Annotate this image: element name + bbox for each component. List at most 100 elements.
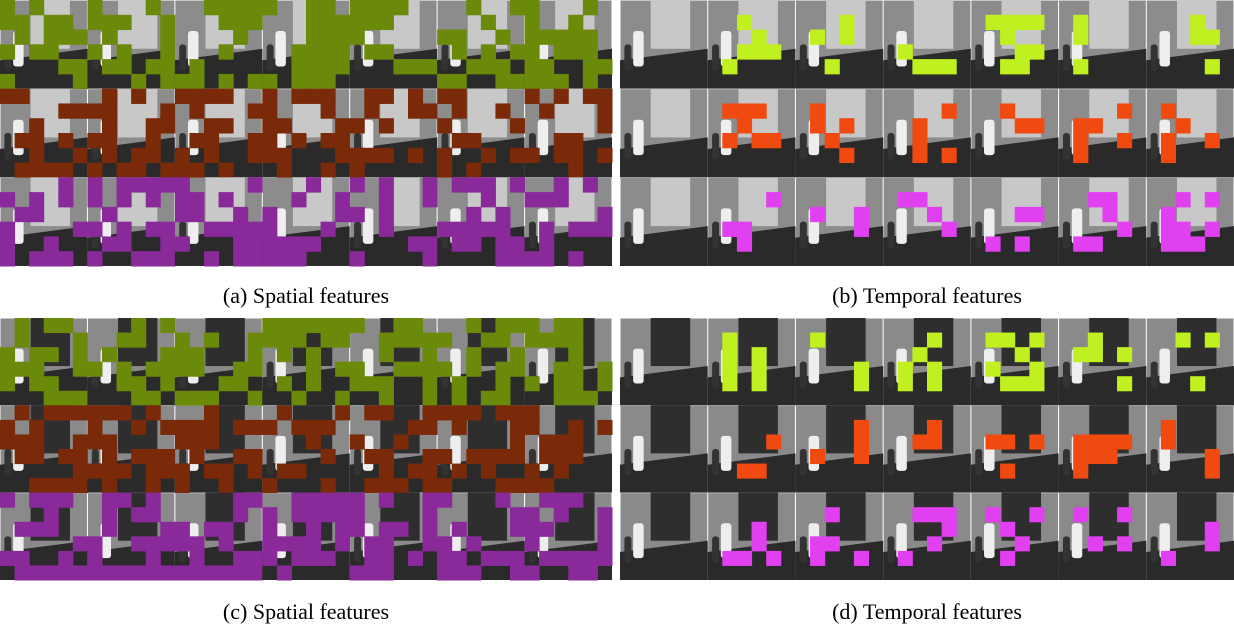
feature-patch bbox=[248, 251, 263, 266]
frame bbox=[971, 89, 1059, 178]
feature-patch bbox=[525, 192, 540, 207]
feature-patch bbox=[379, 405, 394, 420]
feature-patch bbox=[1029, 207, 1044, 222]
feature-patch bbox=[233, 362, 248, 377]
feature-patch bbox=[204, 251, 219, 266]
feature-patch bbox=[554, 89, 569, 104]
frame bbox=[525, 177, 613, 266]
feature-patch bbox=[204, 420, 219, 435]
feature-patch bbox=[942, 507, 957, 522]
feature-patch bbox=[44, 15, 59, 30]
feature-patch bbox=[1205, 333, 1220, 348]
feature-patch bbox=[29, 251, 44, 266]
feature-patch bbox=[350, 163, 365, 178]
frame bbox=[437, 89, 525, 178]
feature-patch bbox=[321, 493, 336, 508]
feature-patch bbox=[350, 434, 365, 449]
feature-patch bbox=[510, 0, 525, 15]
feature-patch bbox=[854, 362, 869, 377]
feature-patch bbox=[335, 318, 350, 333]
feature-patch bbox=[204, 522, 219, 537]
feature-patch bbox=[44, 565, 59, 580]
feature-patch bbox=[597, 59, 612, 74]
feature-patch bbox=[423, 478, 438, 493]
bottle bbox=[624, 44, 631, 71]
feature-patch bbox=[510, 318, 525, 333]
feature-patch bbox=[466, 133, 481, 148]
feature-patch bbox=[583, 89, 598, 104]
feature-patch bbox=[379, 118, 394, 133]
bottle bbox=[712, 44, 719, 71]
frame bbox=[350, 0, 438, 89]
feature-patch bbox=[554, 551, 569, 566]
feature-patch bbox=[219, 478, 234, 493]
image-grid bbox=[0, 0, 613, 267]
feature-patch bbox=[423, 103, 438, 118]
feature-patch bbox=[364, 103, 379, 118]
feature-patch bbox=[350, 507, 365, 522]
feature-patch bbox=[510, 74, 525, 89]
frame bbox=[437, 405, 525, 493]
feature-patch bbox=[510, 44, 525, 59]
feature-patch bbox=[766, 434, 781, 449]
feature-patch bbox=[510, 347, 525, 362]
feature-patch bbox=[525, 148, 540, 163]
feature-patch bbox=[117, 362, 132, 377]
person bbox=[651, 177, 690, 226]
feature-patch bbox=[73, 347, 88, 362]
panels bbox=[0, 0, 1234, 581]
feature-patch bbox=[839, 15, 854, 30]
feature-patch bbox=[321, 44, 336, 59]
feature-patch bbox=[175, 536, 190, 551]
bottle bbox=[1151, 536, 1158, 562]
frame bbox=[350, 177, 438, 266]
feature-patch bbox=[15, 362, 30, 377]
feature-patch bbox=[737, 15, 752, 30]
feature-patch bbox=[539, 333, 554, 348]
feature-patch bbox=[393, 318, 408, 333]
feature-patch bbox=[423, 536, 438, 551]
feature-patch bbox=[204, 133, 219, 148]
feature-patch bbox=[985, 333, 1000, 348]
feature-patch bbox=[248, 74, 263, 89]
feature-patch bbox=[539, 222, 554, 237]
feature-patch bbox=[262, 89, 277, 104]
feature-patch bbox=[73, 59, 88, 74]
feature-patch bbox=[262, 318, 277, 333]
feature-patch bbox=[160, 464, 175, 479]
feature-patch bbox=[898, 192, 913, 207]
feature-patch bbox=[248, 493, 263, 508]
feature-patch bbox=[927, 507, 942, 522]
feature-patch bbox=[452, 376, 467, 391]
feature-patch bbox=[87, 163, 102, 178]
feature-patch bbox=[1073, 118, 1088, 133]
feature-patch bbox=[175, 522, 190, 537]
feature-patch bbox=[306, 362, 321, 377]
feature-patch bbox=[1161, 236, 1176, 251]
feature-patch bbox=[58, 59, 73, 74]
bottle bbox=[800, 133, 807, 160]
feature-patch bbox=[854, 551, 869, 566]
frame bbox=[971, 318, 1059, 405]
feature-patch bbox=[1015, 376, 1030, 391]
frame bbox=[883, 318, 971, 405]
feature-patch bbox=[291, 420, 306, 435]
frame bbox=[1059, 405, 1147, 492]
feature-patch bbox=[452, 522, 467, 537]
feature-patch bbox=[58, 133, 73, 148]
feature-patch bbox=[204, 222, 219, 237]
feature-patch bbox=[44, 493, 59, 508]
feature-patch bbox=[248, 565, 263, 580]
bottle bbox=[721, 436, 732, 471]
feature-patch bbox=[525, 376, 540, 391]
feature-patch bbox=[364, 551, 379, 566]
bottle bbox=[354, 44, 361, 71]
frame bbox=[708, 318, 796, 405]
feature-patch bbox=[737, 464, 752, 479]
bottle bbox=[1063, 449, 1070, 475]
feature-patch bbox=[0, 362, 15, 377]
feature-patch bbox=[87, 133, 102, 148]
feature-patch bbox=[248, 177, 263, 192]
feature-patch bbox=[554, 464, 569, 479]
feature-patch bbox=[58, 565, 73, 580]
